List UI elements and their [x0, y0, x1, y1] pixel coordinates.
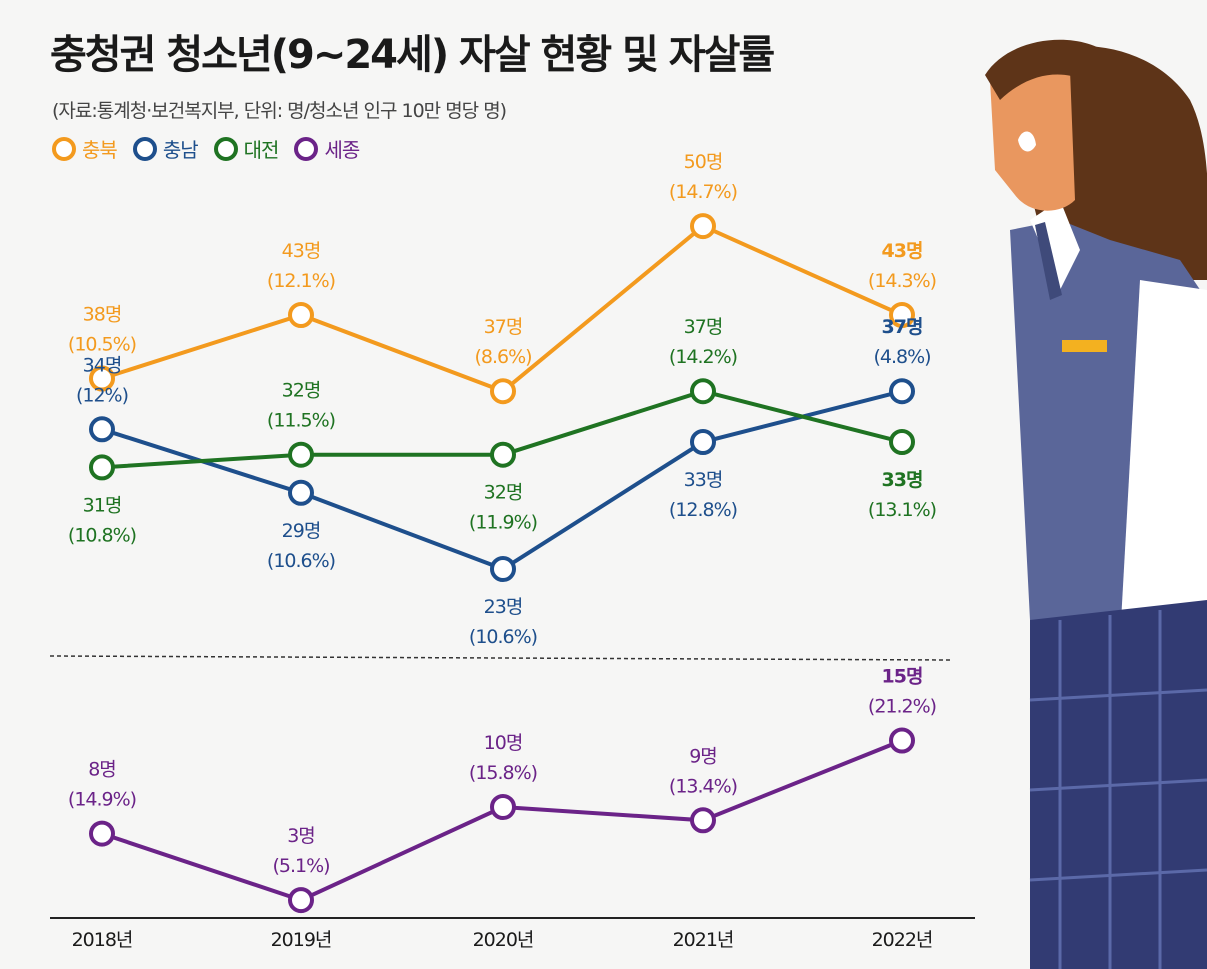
data-rate-daejeon-0: (10.8%) — [68, 524, 136, 546]
student-illustration — [985, 39, 1207, 969]
data-point-daejeon-0 — [89, 454, 115, 481]
data-point-chungnam-2 — [490, 556, 516, 582]
data-point-chungbuk-3 — [690, 213, 716, 240]
data-rate-chungbuk-0: (10.5%) — [68, 334, 136, 356]
chart-source-note: (자료:통계청·보건복지부, 단위: 명/청소년 인구 10만 명당 명) — [52, 100, 507, 122]
legend-swatch-daejeon — [213, 136, 238, 161]
data-label-chungbuk-2: 37명 — [484, 316, 523, 338]
data-label-chungnam-2: 23명 — [484, 596, 523, 618]
data-point-daejeon-3 — [690, 378, 716, 405]
data-point-chungnam-4 — [889, 378, 915, 405]
data-label-chungbuk-1: 43명 — [282, 240, 321, 262]
legend-item-chungbuk: 충북 — [52, 134, 118, 163]
legend-label-daejeon: 대전 — [243, 138, 280, 162]
data-rate-daejeon-4: (13.1%) — [868, 499, 936, 521]
data-label-chungnam-1: 29명 — [282, 520, 321, 542]
data-label-sejong-3: 9명 — [689, 745, 717, 767]
data-label-sejong-4: 15명 — [882, 666, 923, 688]
data-rate-sejong-0: (14.9%) — [68, 789, 136, 811]
data-label-daejeon-1: 32명 — [282, 380, 321, 402]
data-label-chungbuk-3: 50명 — [684, 151, 723, 173]
x-tick-label-0: 2018년 — [72, 929, 133, 951]
legend-swatch-chungbuk — [52, 136, 76, 161]
data-label-sejong-2: 10명 — [484, 732, 523, 754]
series-line-chungnam — [101, 389, 903, 572]
data-rate-chungnam-0: (12%) — [76, 384, 128, 406]
x-tick-label-3: 2021년 — [673, 929, 734, 951]
data-rate-sejong-3: (13.4%) — [669, 775, 737, 797]
data-rate-chungbuk-3: (14.7%) — [669, 181, 737, 203]
data-rate-daejeon-1: (11.5%) — [267, 410, 335, 432]
data-point-sejong-3 — [690, 807, 716, 834]
data-rate-daejeon-3: (14.2%) — [669, 346, 737, 368]
data-point-chungbuk-4 — [889, 302, 915, 328]
legend-label-chungbuk: 충북 — [82, 138, 118, 162]
chart-title: 충청권 청소년(9~24세) 자살 현황 및 자살률 — [50, 32, 775, 78]
data-rate-chungnam-3: (12.8%) — [669, 499, 737, 521]
data-label-chungnam-3: 33명 — [684, 469, 723, 491]
x-tick-label-4: 2022년 — [872, 929, 933, 951]
legend-swatch-chungnam — [132, 136, 157, 161]
data-point-sejong-0 — [89, 820, 115, 847]
data-rate-chungbuk-1: (12.1%) — [267, 270, 335, 292]
data-point-daejeon-2 — [490, 441, 516, 468]
data-rate-chungbuk-4: (14.3%) — [868, 270, 936, 292]
x-tick-label-1: 2019년 — [271, 929, 332, 951]
data-rate-daejeon-2: (11.9%) — [469, 512, 537, 534]
legend-item-sejong: 세종 — [294, 134, 360, 163]
data-point-chungbuk-1 — [288, 302, 314, 328]
x-tick-label-2: 2020년 — [473, 929, 534, 951]
data-point-chungnam-1 — [288, 479, 314, 506]
panel-divider — [49, 655, 951, 661]
data-label-daejeon-0: 31명 — [83, 494, 122, 516]
data-point-sejong-2 — [490, 794, 516, 820]
data-point-sejong-1 — [288, 887, 314, 914]
data-label-chungnam-4: 37명 — [882, 316, 923, 338]
data-label-daejeon-2: 32명 — [484, 482, 523, 504]
data-point-sejong-4 — [889, 727, 915, 754]
legend: 충북 충남 대전 세종 — [52, 134, 360, 163]
data-label-chungnam-0: 34명 — [83, 354, 122, 376]
data-label-chungbuk-0: 38명 — [83, 304, 122, 326]
data-point-daejeon-4 — [889, 429, 915, 455]
legend-label-chungnam: 충남 — [162, 138, 199, 162]
data-point-daejeon-1 — [288, 441, 314, 468]
legend-item-daejeon: 대전 — [213, 134, 280, 163]
data-point-chungbuk-0 — [89, 365, 115, 392]
data-point-chungnam-0 — [89, 416, 115, 443]
data-label-daejeon-3: 37명 — [684, 316, 723, 338]
data-rate-chungbuk-2: (8.6%) — [474, 346, 531, 368]
data-rate-sejong-4: (21.2%) — [868, 696, 936, 718]
data-point-chungnam-3 — [690, 429, 716, 455]
data-rate-chungnam-4: (4.8%) — [873, 346, 930, 368]
legend-label-sejong: 세종 — [324, 138, 360, 162]
data-point-chungbuk-2 — [490, 378, 516, 405]
data-rate-chungnam-1: (10.6%) — [267, 550, 335, 572]
legend-item-chungnam: 충남 — [132, 134, 199, 163]
data-label-sejong-0: 8명 — [88, 759, 116, 781]
legend-swatch-sejong — [294, 136, 319, 161]
data-rate-chungnam-2: (10.6%) — [469, 626, 537, 648]
data-label-daejeon-4: 33명 — [882, 469, 923, 491]
data-rate-sejong-1: (5.1%) — [272, 855, 329, 877]
data-label-chungbuk-4: 43명 — [882, 240, 923, 262]
data-label-sejong-1: 3명 — [287, 825, 315, 847]
data-rate-sejong-2: (15.8%) — [469, 762, 537, 784]
